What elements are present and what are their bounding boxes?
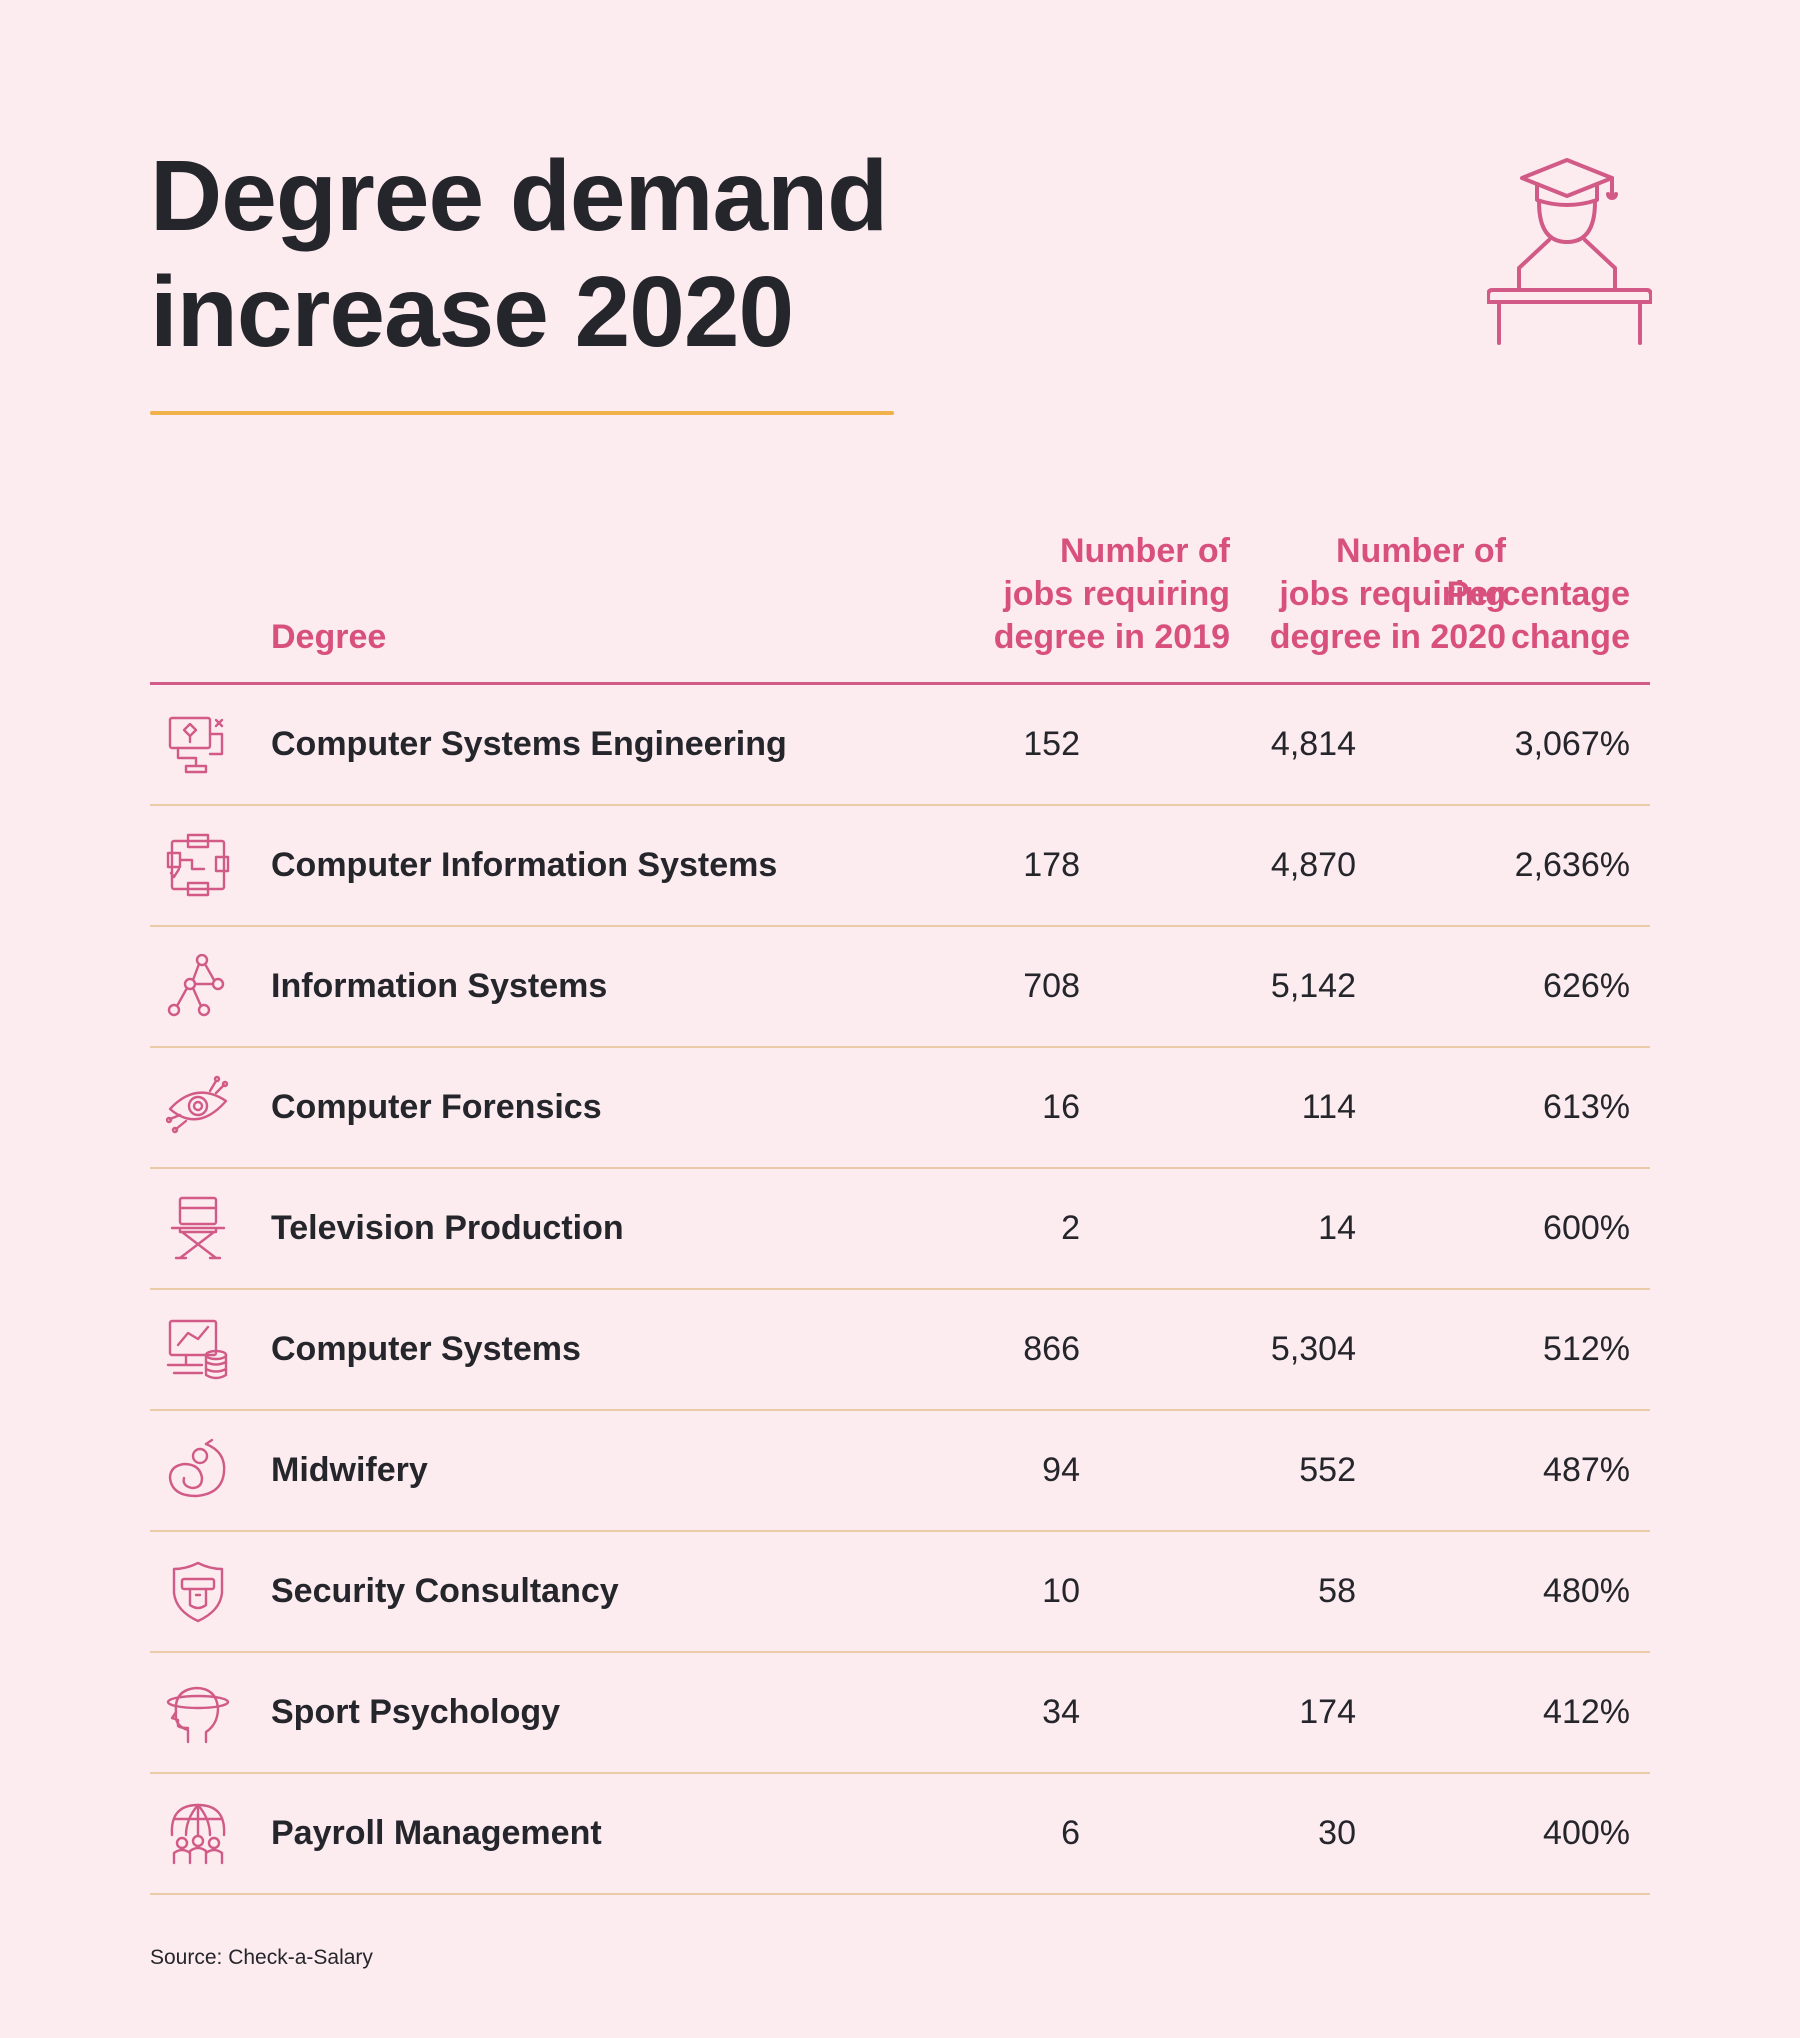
source-note: Source: Check-a-Salary (150, 1946, 373, 1969)
table-row: Security Consultancy 10 58 480% (150, 1532, 1650, 1653)
cell-degree: Sport Psychology (271, 1693, 561, 1731)
table-row: Computer Forensics 16 114 613% (150, 1048, 1650, 1169)
header-percentage-change: Percentage change (1330, 573, 1630, 659)
cell-jobs-2020: 114 (1301, 1088, 1356, 1126)
degree-table: Degree Number of jobs requiring degree i… (150, 530, 1650, 1895)
cell-jobs-2020: 5,142 (1270, 967, 1356, 1005)
header-jobs-2020-line: Number of (1336, 532, 1506, 570)
cell-jobs-2020: 552 (1299, 1451, 1356, 1489)
cell-degree: Security Consultancy (271, 1572, 619, 1610)
cell-jobs-2019: 16 (1042, 1088, 1080, 1126)
cell-degree: Midwifery (271, 1451, 428, 1489)
header-jobs-2020-line: degree in 2020 (1269, 618, 1506, 656)
cell-percentage-change: 400% (1543, 1814, 1630, 1852)
cell-degree: Computer Systems (271, 1330, 581, 1368)
cell-percentage-change: 512% (1543, 1330, 1630, 1368)
cell-jobs-2019: 94 (1042, 1451, 1080, 1489)
cell-percentage-change: 3,067% (1514, 725, 1630, 763)
cell-jobs-2019: 178 (1023, 846, 1080, 884)
header-pct-line: Percentage (1446, 575, 1630, 613)
node-network-icon (167, 954, 225, 1017)
globe-people-icon (170, 1803, 226, 1865)
cell-jobs-2019: 152 (1023, 725, 1080, 763)
system-diagram-icon (166, 833, 230, 897)
cell-jobs-2019: 708 (1023, 967, 1080, 1005)
page-title: Degree demand increase 2020 (150, 138, 888, 370)
cell-jobs-2020: 14 (1318, 1209, 1356, 1247)
cell-jobs-2020: 5,304 (1270, 1330, 1356, 1368)
cell-degree: Television Production (271, 1209, 624, 1247)
cell-jobs-2019: 6 (1061, 1814, 1080, 1852)
table-row: Sport Psychology 34 174 412% (150, 1653, 1650, 1774)
security-shield-icon (172, 1561, 224, 1623)
cell-jobs-2020: 4,870 (1270, 846, 1356, 884)
header-jobs-2020: Number of jobs requiring degree in 2020 (1206, 530, 1506, 659)
header-jobs-2019-line: degree in 2019 (993, 618, 1230, 656)
cell-jobs-2019: 34 (1042, 1693, 1080, 1731)
graduate-at-desk-icon (1487, 158, 1652, 345)
cell-jobs-2020: 174 (1299, 1693, 1356, 1731)
header-jobs-2019-line: jobs requiring (1003, 575, 1230, 613)
cell-percentage-change: 626% (1543, 967, 1630, 1005)
header-degree: Degree (271, 618, 387, 656)
computer-database-icon (166, 1319, 228, 1380)
cell-percentage-change: 613% (1543, 1088, 1630, 1126)
fetus-icon (168, 1438, 226, 1498)
cell-degree: Computer Forensics (271, 1088, 602, 1126)
cell-percentage-change: 600% (1543, 1209, 1630, 1247)
header-divider (150, 682, 1650, 685)
cell-percentage-change: 487% (1543, 1451, 1630, 1489)
cell-jobs-2019: 866 (1023, 1330, 1080, 1368)
cell-jobs-2020: 4,814 (1270, 725, 1356, 763)
title-underline (150, 411, 894, 415)
table-row: Computer Systems Engineering 152 4,814 3… (150, 685, 1650, 806)
cell-jobs-2019: 10 (1042, 1572, 1080, 1610)
table-row: Information Systems 708 5,142 626% (150, 927, 1650, 1048)
header-jobs-2019-line: Number of (1060, 532, 1230, 570)
header-jobs-2020-line: jobs requiring (1279, 575, 1506, 613)
title-line-1: Degree demand (150, 140, 888, 252)
cell-jobs-2020: 58 (1318, 1572, 1356, 1610)
flowchart-screen-icon (168, 716, 224, 774)
cell-percentage-change: 2,636% (1514, 846, 1630, 884)
cell-degree: Information Systems (271, 967, 608, 1005)
cell-degree: Computer Information Systems (271, 846, 778, 884)
cell-percentage-change: 480% (1543, 1572, 1630, 1610)
table-row: Computer Systems 866 5,304 512% (150, 1290, 1650, 1411)
cell-jobs-2019: 2 (1061, 1209, 1080, 1247)
cell-percentage-change: 412% (1543, 1693, 1630, 1731)
circuit-eye-icon (166, 1075, 229, 1134)
header-pct-line: change (1510, 618, 1630, 656)
table-row: Computer Information Systems 178 4,870 2… (150, 806, 1650, 927)
head-orbit-icon (166, 1686, 230, 1744)
cell-degree: Payroll Management (271, 1814, 602, 1852)
title-line-2: increase 2020 (150, 256, 794, 368)
table-header: Degree Number of jobs requiring degree i… (150, 530, 1650, 685)
director-chair-icon (170, 1196, 226, 1260)
table-row: Television Production 2 14 600% (150, 1169, 1650, 1290)
table-row: Payroll Management 6 30 400% (150, 1774, 1650, 1895)
cell-degree: Computer Systems Engineering (271, 725, 787, 763)
cell-jobs-2020: 30 (1318, 1814, 1356, 1852)
header-jobs-2019: Number of jobs requiring degree in 2019 (930, 530, 1230, 659)
table-row: Midwifery 94 552 487% (150, 1411, 1650, 1532)
